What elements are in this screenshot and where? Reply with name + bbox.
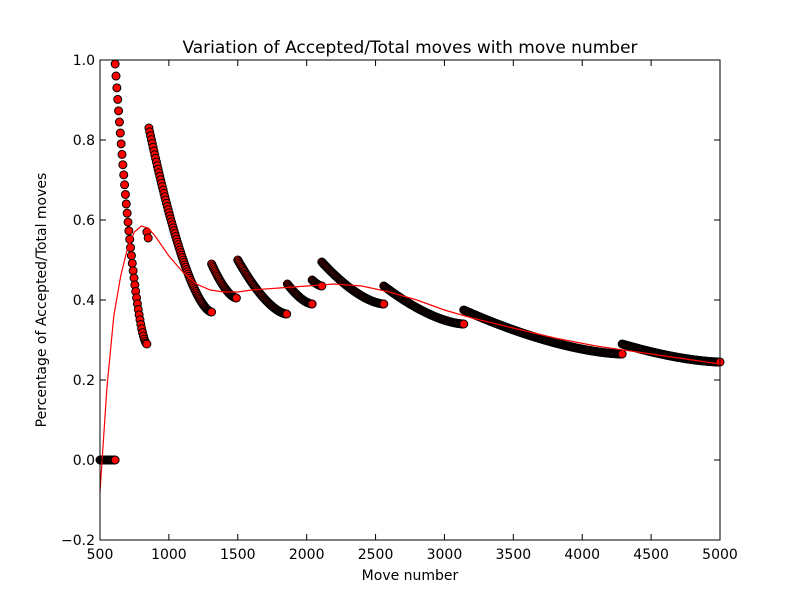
x-tick-label: 4000 xyxy=(564,547,600,563)
y-tick-label: −0.2 xyxy=(61,533,95,549)
scatter-segment xyxy=(207,259,241,303)
scatter-segment xyxy=(317,257,389,309)
scatter-point xyxy=(307,299,317,309)
scatter-point xyxy=(207,307,217,317)
scatter-point xyxy=(117,149,127,159)
scatter-point xyxy=(459,319,469,329)
x-tick-label: 3500 xyxy=(496,547,532,563)
x-tick-label: 4500 xyxy=(633,547,669,563)
x-tick-label: 500 xyxy=(87,547,114,563)
y-tick-label: 0.8 xyxy=(73,133,95,149)
scatter-point xyxy=(116,139,126,149)
scatter-point xyxy=(231,293,241,303)
scatter-point xyxy=(282,309,292,319)
scatter-point xyxy=(110,455,120,465)
scatter-point xyxy=(122,208,132,218)
scatter-point xyxy=(111,71,121,81)
scatter-point xyxy=(115,128,125,138)
x-tick-label: 3000 xyxy=(427,547,463,563)
scatter-point xyxy=(120,189,130,199)
scatter-segment xyxy=(233,255,292,319)
scatter-segment xyxy=(282,279,317,309)
plot-marks xyxy=(95,59,725,493)
scatter-point xyxy=(121,199,131,209)
scatter-segment xyxy=(110,59,152,349)
x-tick-label: 2500 xyxy=(358,547,394,563)
scatter-segment xyxy=(95,455,120,465)
scatter-point xyxy=(127,258,137,268)
scatter-segment xyxy=(142,227,153,243)
x-tick-label: 2000 xyxy=(289,547,325,563)
chart-title: Variation of Accepted/Total moves with m… xyxy=(182,38,637,58)
y-tick-label: 0.2 xyxy=(73,373,95,389)
scatter-point xyxy=(120,180,130,190)
scatter-segment xyxy=(144,123,217,317)
scatter-point xyxy=(142,339,152,349)
x-tick-label: 5000 xyxy=(702,547,738,563)
scatter-point xyxy=(617,349,627,359)
x-tick-label: 1500 xyxy=(220,547,256,563)
scatter-point xyxy=(317,281,327,291)
y-tick-label: 0.6 xyxy=(73,213,95,229)
x-axis-title: Move number xyxy=(362,568,459,584)
scatter-segment xyxy=(459,305,627,359)
scatter-point xyxy=(143,233,153,243)
scatter-point xyxy=(124,226,134,236)
scatter-point xyxy=(112,83,122,93)
scatter-point xyxy=(110,59,120,69)
fit-line xyxy=(99,225,721,493)
scatter-point xyxy=(379,299,389,309)
axis-ticks: 500 1000 1500 2000 2500 3000 3500 4000 4500 5000 −… xyxy=(61,53,738,563)
scatter-point xyxy=(113,94,123,104)
scatter-point xyxy=(114,117,124,127)
scatter-point xyxy=(123,217,133,227)
scatter-segment xyxy=(379,281,469,329)
y-tick-label: 1.0 xyxy=(73,53,95,69)
y-axis-title: Percentage of Accepted/Total moves xyxy=(34,173,50,428)
scatter-point xyxy=(119,170,129,180)
y-tick-label: 0.4 xyxy=(73,293,95,309)
y-tick-label: 0.0 xyxy=(73,453,95,469)
scatter-point xyxy=(118,160,128,170)
scatter-segment xyxy=(307,275,327,291)
scatter-point xyxy=(126,251,136,261)
x-tick-label: 1000 xyxy=(151,547,187,563)
scatter-point xyxy=(114,106,124,116)
